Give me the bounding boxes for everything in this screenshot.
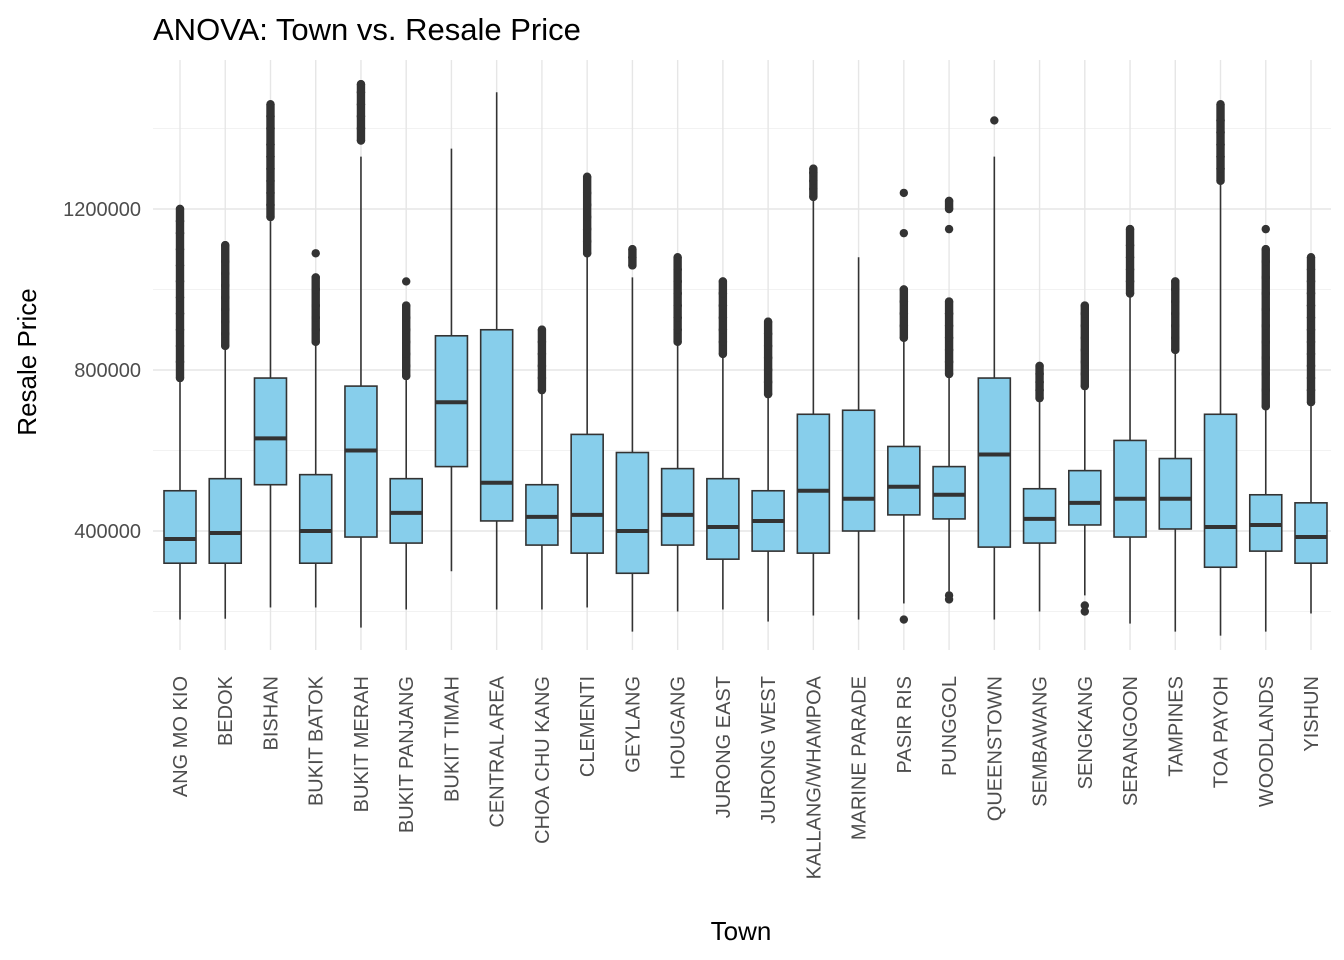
x-tick-label: BUKIT MERAH xyxy=(351,676,373,812)
x-tick-label: SENGKANG xyxy=(1075,676,1097,789)
box-iqr xyxy=(796,413,831,554)
box-ang-mo-kio xyxy=(163,204,197,620)
box-queenstown xyxy=(977,116,1012,620)
x-tick-label: TAMPINES xyxy=(1165,676,1187,777)
box-bishan xyxy=(253,100,288,608)
box-choa-chu-kang xyxy=(525,325,559,610)
x-tick-label: BUKIT PANJANG xyxy=(396,676,418,833)
box-bedok xyxy=(208,241,243,619)
outlier-point xyxy=(311,249,320,258)
box-iqr xyxy=(389,477,424,544)
x-tick-label: BUKIT BATOK xyxy=(306,675,328,806)
outlier-point xyxy=(944,595,954,604)
outlier-point xyxy=(944,224,954,234)
box-bukit-panjang xyxy=(389,277,424,610)
outlier-point xyxy=(402,277,411,286)
x-tick-label: CENTRAL AREA xyxy=(487,675,509,827)
box-central-area xyxy=(479,92,514,610)
x-tick-label: WOODLANDS xyxy=(1256,676,1278,807)
box-iqr xyxy=(1068,469,1102,526)
x-tick-label: GEYLANG xyxy=(622,676,644,773)
box-iqr xyxy=(1248,493,1283,552)
y-axis-title: Resale Price xyxy=(12,288,42,435)
box-serangoon xyxy=(1113,224,1147,624)
box-toa-payoh xyxy=(1203,100,1238,636)
x-tick-label: BUKIT TIMAH xyxy=(441,676,463,802)
x-tick-label: JURONG WEST xyxy=(758,676,780,824)
x-tick-label: TOA PAYOH xyxy=(1211,676,1233,788)
box-bukit-merah xyxy=(344,80,378,628)
box-iqr xyxy=(660,467,695,546)
outlier-point xyxy=(899,228,909,238)
box-iqr xyxy=(1158,457,1193,530)
outlier-point xyxy=(899,188,909,198)
box-sengkang xyxy=(1068,301,1102,616)
x-tick-label: YISHUN xyxy=(1301,676,1323,752)
box-iqr xyxy=(479,328,514,522)
x-axis: ANG MO KIO BEDOK BISHAN BUKIT BATOK BUKIT ME… xyxy=(170,675,1323,879)
box-iqr xyxy=(977,377,1012,548)
box-iqr xyxy=(841,409,876,532)
outlier-point xyxy=(899,615,909,624)
box-clementi xyxy=(570,172,604,608)
y-axis: 400000 800000 1200000 xyxy=(63,199,141,543)
x-tick-label: SERANGOON xyxy=(1120,676,1142,806)
box-iqr xyxy=(1022,487,1057,544)
outlier-point xyxy=(1080,607,1090,616)
x-tick-label: MARINE PARADE xyxy=(849,676,871,840)
box-iqr xyxy=(1203,413,1238,569)
x-tick-label: ANG MO KIO xyxy=(170,676,192,797)
box-jurong-east xyxy=(706,277,740,610)
box-iqr xyxy=(932,465,966,520)
x-tick-label: BEDOK xyxy=(215,675,237,746)
box-bukit-timah xyxy=(434,148,469,572)
box-iqr xyxy=(887,445,921,516)
box-geylang xyxy=(615,245,650,632)
x-tick-label: PASIR RIS xyxy=(894,676,916,773)
x-tick-label: PUNGGOL xyxy=(939,676,961,776)
box-sembawang xyxy=(1022,361,1057,612)
y-tick-label: 400000 xyxy=(74,521,141,543)
x-tick-label: KALLANG/WHAMPOA xyxy=(803,675,825,879)
x-tick-label: BISHAN xyxy=(260,676,282,750)
box-iqr xyxy=(1294,502,1328,565)
x-tick-label: QUEENSTOWN xyxy=(984,676,1006,821)
box-pasir-ris xyxy=(887,188,921,624)
y-tick-label: 1200000 xyxy=(63,199,141,221)
box-iqr xyxy=(163,489,197,564)
chart-title: ANOVA: Town vs. Resale Price xyxy=(153,12,581,47)
y-tick-label: 800000 xyxy=(74,360,141,382)
x-tick-label: CLEMENTI xyxy=(577,676,599,777)
box-tampines xyxy=(1158,277,1193,632)
x-tick-label: CHOA CHU KANG xyxy=(532,676,554,844)
box-yishun xyxy=(1294,253,1328,614)
box-bukit-batok xyxy=(298,249,333,608)
box-iqr xyxy=(1113,439,1147,538)
x-tick-label: JURONG EAST xyxy=(713,676,735,818)
box-iqr xyxy=(525,483,559,546)
box-iqr xyxy=(298,473,333,564)
outlier-point xyxy=(990,116,999,125)
x-tick-label: SEMBAWANG xyxy=(1030,676,1052,807)
box-jurong-west xyxy=(751,317,785,622)
outlier-point xyxy=(1261,224,1270,234)
box-hougang xyxy=(660,253,695,612)
box-iqr xyxy=(253,377,288,486)
x-tick-label: HOUGANG xyxy=(668,676,690,779)
outlier-point xyxy=(1080,601,1090,610)
box-iqr xyxy=(344,385,378,538)
boxes xyxy=(163,80,1328,636)
box-iqr xyxy=(208,477,243,564)
box-iqr xyxy=(570,433,604,554)
box-marine-parade xyxy=(841,257,876,620)
box-iqr xyxy=(706,477,740,560)
box-kallang-whampoa xyxy=(796,164,831,616)
x-axis-title: Town xyxy=(711,916,772,946)
box-woodlands xyxy=(1248,224,1283,632)
box-iqr xyxy=(615,451,650,575)
box-punggol xyxy=(932,196,966,604)
